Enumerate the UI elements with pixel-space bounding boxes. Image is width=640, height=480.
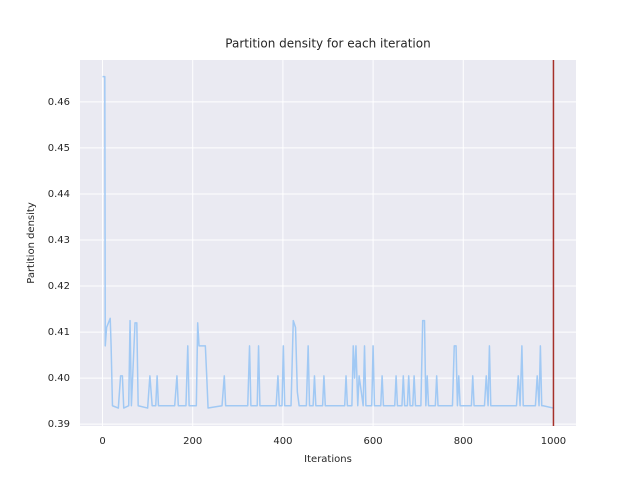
- x-tick-label: 400: [273, 436, 292, 447]
- plot-area: [80, 60, 576, 426]
- chart-title: Partition density for each iteration: [225, 37, 430, 51]
- x-tick-label: 0: [99, 436, 105, 447]
- y-tick-label: 0.46: [48, 97, 70, 108]
- y-tick-label: 0.39: [48, 419, 70, 430]
- x-axis-label: Iterations: [304, 454, 352, 465]
- x-tick-label: 800: [454, 436, 473, 447]
- x-tick-label: 1000: [541, 436, 566, 447]
- x-tick-label: 600: [364, 436, 383, 447]
- y-tick-label: 0.41: [48, 327, 70, 338]
- y-axis-label: Partition density: [26, 202, 37, 284]
- y-tick-label: 0.40: [48, 373, 70, 384]
- y-tick-label: 0.44: [48, 189, 70, 200]
- y-tick-label: 0.43: [48, 235, 70, 246]
- x-tick-label: 200: [183, 436, 202, 447]
- y-tick-label: 0.45: [48, 143, 70, 154]
- y-tick-label: 0.42: [48, 281, 70, 292]
- data-line: [102, 75, 554, 409]
